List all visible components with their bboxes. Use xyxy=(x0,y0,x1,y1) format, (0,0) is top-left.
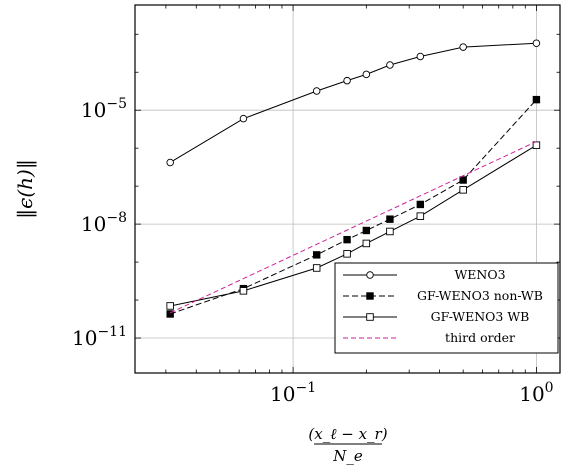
x-tick-label-base: 10 xyxy=(519,382,544,406)
data-point xyxy=(532,95,541,104)
legend-entry: GF-WENO3 non-WB xyxy=(343,288,543,303)
legend-label: GF-WENO3 WB xyxy=(431,309,530,324)
data-point xyxy=(239,114,248,123)
series-gf-weno3-wb xyxy=(166,141,541,310)
x-tick-label: 100 xyxy=(519,380,553,406)
data-point xyxy=(362,239,371,248)
data-point xyxy=(362,226,371,235)
data-point xyxy=(166,310,174,318)
data-point xyxy=(312,251,321,259)
legend-label: GF-WENO3 non-WB xyxy=(417,288,543,303)
data-point xyxy=(343,76,351,85)
legend-entry: third order xyxy=(343,330,515,345)
legend-label: third order xyxy=(445,330,515,345)
x-tick-label-base: 10 xyxy=(270,382,295,406)
data-point xyxy=(239,287,248,295)
data-point xyxy=(386,227,394,236)
data-point xyxy=(166,302,174,310)
data-point xyxy=(416,52,425,61)
data-point xyxy=(366,313,374,321)
y-tick-label-exponent: −11 xyxy=(97,324,127,340)
data-point xyxy=(459,176,467,184)
series-gf-weno3-non-wb xyxy=(166,95,541,318)
series-line xyxy=(170,99,537,315)
series-weno3 xyxy=(166,39,541,167)
data-point xyxy=(386,215,394,223)
data-point xyxy=(312,87,321,95)
data-point xyxy=(459,186,467,194)
x-axis-label: (x_ℓ − x_r) N_e xyxy=(308,425,387,465)
x-tick-label: 10−1 xyxy=(270,380,316,406)
y-tick-label-base: 10 xyxy=(81,212,106,236)
y-axis-label: ‖ϵ(h)‖ xyxy=(13,159,38,219)
y-tick-label-exponent: −8 xyxy=(106,210,127,226)
data-point xyxy=(343,250,351,258)
x-axis-label-denominator: N_e xyxy=(332,447,363,465)
data-point xyxy=(343,235,351,244)
data-point xyxy=(362,70,371,79)
series-line xyxy=(169,141,537,314)
x-axis-label-numerator: (x_ℓ − x_r) xyxy=(308,425,387,443)
series-third-order xyxy=(169,141,537,314)
data-point xyxy=(366,271,374,279)
y-tick-label: 10−8 xyxy=(81,210,127,236)
data-point xyxy=(166,158,174,167)
data-point xyxy=(416,200,425,209)
legend-entry: WENO3 xyxy=(343,267,506,282)
data-point xyxy=(312,264,321,272)
legend-label: WENO3 xyxy=(454,267,505,282)
y-tick-label-base: 10 xyxy=(81,98,106,122)
y-tick-label: 10−11 xyxy=(72,324,127,350)
x-tick-label-exponent: 0 xyxy=(545,380,554,396)
legend-entry: GF-WENO3 WB xyxy=(343,309,529,324)
legend: WENO3 GF-WENO3 non-WB GF-WENO3 WB third ord… xyxy=(334,262,559,354)
data-point xyxy=(459,43,467,51)
data-point xyxy=(532,39,541,48)
data-point xyxy=(366,292,374,300)
x-tick-label-exponent: −1 xyxy=(296,380,317,396)
series-line xyxy=(169,42,537,163)
plot-frame xyxy=(134,4,561,374)
data-point xyxy=(386,61,394,69)
y-tick-label-base: 10 xyxy=(72,326,97,350)
y-tick-label-exponent: −5 xyxy=(106,96,127,112)
series-layer xyxy=(166,39,541,318)
data-point xyxy=(416,212,425,220)
y-tick-label: 10−5 xyxy=(81,96,127,122)
